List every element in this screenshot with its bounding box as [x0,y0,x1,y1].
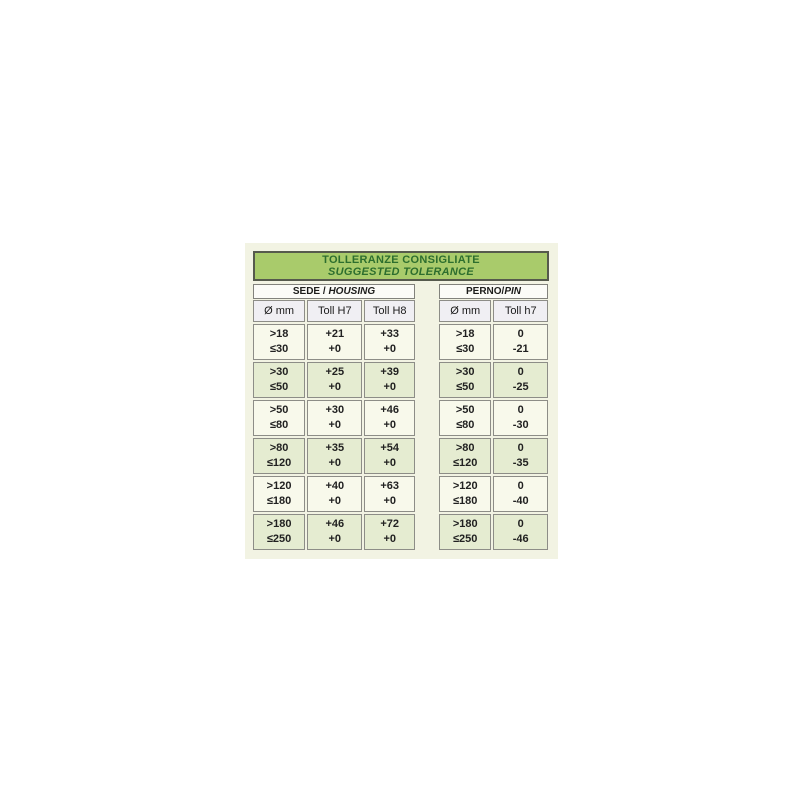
section-header-housing-label-italic: HOUSING [328,286,376,297]
toll-h7-cell: 0 -30 [493,400,548,436]
diameter-cell: >80 ≤120 [253,438,306,474]
toll-h8-cell: +46 +0 [364,400,415,436]
toll-h7-cell: +35 +0 [307,438,363,474]
housing-table: Ø mm Toll H7 Toll H8 >18 ≤30 +21 +0 +33 +0 … [251,298,417,552]
toll-h7-cell: +40 +0 [307,476,363,512]
diameter-cell: >180 ≤250 [253,514,306,550]
diameter-cell: >50 ≤80 [253,400,306,436]
toll-h7-cell: 0 -40 [493,476,548,512]
table-row: >30 ≤50 0 -25 [439,362,548,398]
section-header-pin: PERNO/PIN [439,284,548,299]
toll-h8-cell: +33 +0 [364,324,415,360]
toll-h8-cell: +72 +0 [364,514,415,550]
table-row: >180 ≤250 0 -46 [439,514,548,550]
title-banner: TOLLERANZE CONSIGLIATE SUGGESTED TOLERAN… [253,251,549,281]
diameter-cell: >180 ≤250 [439,514,492,550]
table-row: >80 ≤120 +35 +0 +54 +0 [253,438,415,474]
toll-h8-cell: +63 +0 [364,476,415,512]
toll-h8-cell: +54 +0 [364,438,415,474]
toll-h7-cell: 0 -21 [493,324,548,360]
table-row: >180 ≤250 +46 +0 +72 +0 [253,514,415,550]
diameter-cell: >120 ≤180 [253,476,306,512]
section-header-housing: SEDE / HOUSING [253,284,415,299]
column-header-diameter: Ø mm [253,300,306,322]
table-row: >30 ≤50 +25 +0 +39 +0 [253,362,415,398]
diameter-cell: >50 ≤80 [439,400,492,436]
toll-h7-cell: 0 -46 [493,514,548,550]
column-header-toll-h7: Toll h7 [493,300,548,322]
tolerance-panel: TOLLERANZE CONSIGLIATE SUGGESTED TOLERAN… [245,243,558,559]
section-header-pin-label: PERNO/ [465,286,505,297]
table-row: >120 ≤180 +40 +0 +63 +0 [253,476,415,512]
table-row: >50 ≤80 +30 +0 +46 +0 [253,400,415,436]
column-header-toll-h8: Toll H8 [364,300,415,322]
toll-h7-cell: +46 +0 [307,514,363,550]
table-row: >18 ≤30 0 -21 [439,324,548,360]
pin-header-row: Ø mm Toll h7 [439,300,548,322]
toll-h7-cell: +21 +0 [307,324,363,360]
table-row: >50 ≤80 0 -30 [439,400,548,436]
housing-header-row: Ø mm Toll H7 Toll H8 [253,300,415,322]
diameter-cell: >30 ≤50 [253,362,306,398]
table-row: >80 ≤120 0 -35 [439,438,548,474]
toll-h7-cell: +25 +0 [307,362,363,398]
diameter-cell: >120 ≤180 [439,476,492,512]
diameter-cell: >18 ≤30 [253,324,306,360]
diameter-cell: >30 ≤50 [439,362,492,398]
column-header-diameter: Ø mm [439,300,492,322]
page-title: TOLLERANZE CONSIGLIATE [322,254,480,266]
toll-h8-cell: +39 +0 [364,362,415,398]
section-header-pin-label-italic: PIN [504,286,521,297]
table-row: >18 ≤30 +21 +0 +33 +0 [253,324,415,360]
section-header-housing-label: SEDE / [292,286,329,297]
toll-h7-cell: 0 -25 [493,362,548,398]
diameter-cell: >18 ≤30 [439,324,492,360]
diameter-cell: >80 ≤120 [439,438,492,474]
table-row: >120 ≤180 0 -40 [439,476,548,512]
page-subtitle: SUGGESTED TOLERANCE [327,266,475,278]
pin-table: Ø mm Toll h7 >18 ≤30 0 -21 >30 ≤50 0 -25 >50… [437,298,550,552]
toll-h7-cell: 0 -35 [493,438,548,474]
toll-h7-cell: +30 +0 [307,400,363,436]
column-header-toll-h7: Toll H7 [307,300,363,322]
